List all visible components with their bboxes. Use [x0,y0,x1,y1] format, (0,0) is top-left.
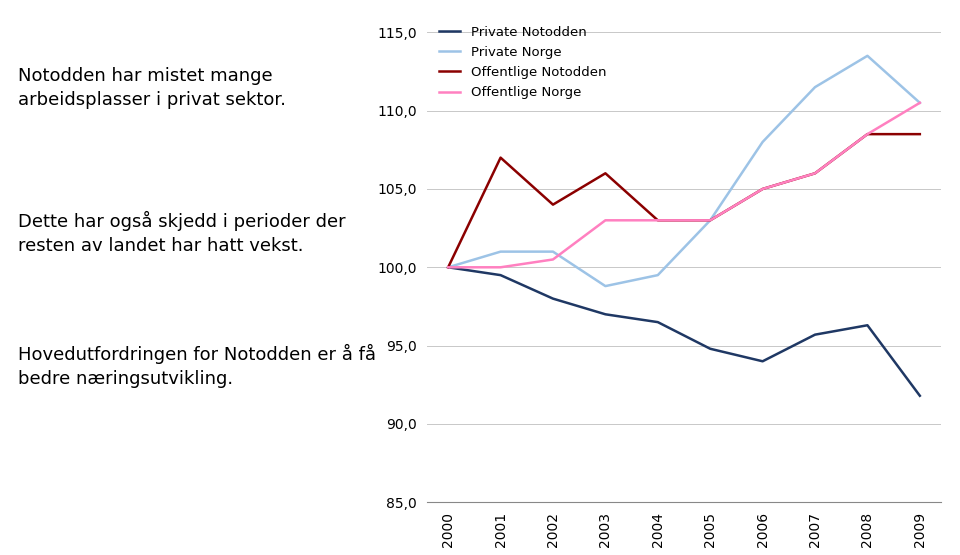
Text: Notodden har mistet mange
arbeidsplasser i privat sektor.: Notodden har mistet mange arbeidsplasser… [18,67,286,109]
Text: Dette har også skjedd i perioder der
resten av landet har hatt vekst.: Dette har også skjedd i perioder der res… [18,211,346,255]
Text: Hovedutfordringen for Notodden er å få
bedre næringsutvikling.: Hovedutfordringen for Notodden er å få b… [18,344,376,388]
Legend: Private Notodden, Private Norge, Offentlige Notodden, Offentlige Norge: Private Notodden, Private Norge, Offentl… [439,26,606,99]
